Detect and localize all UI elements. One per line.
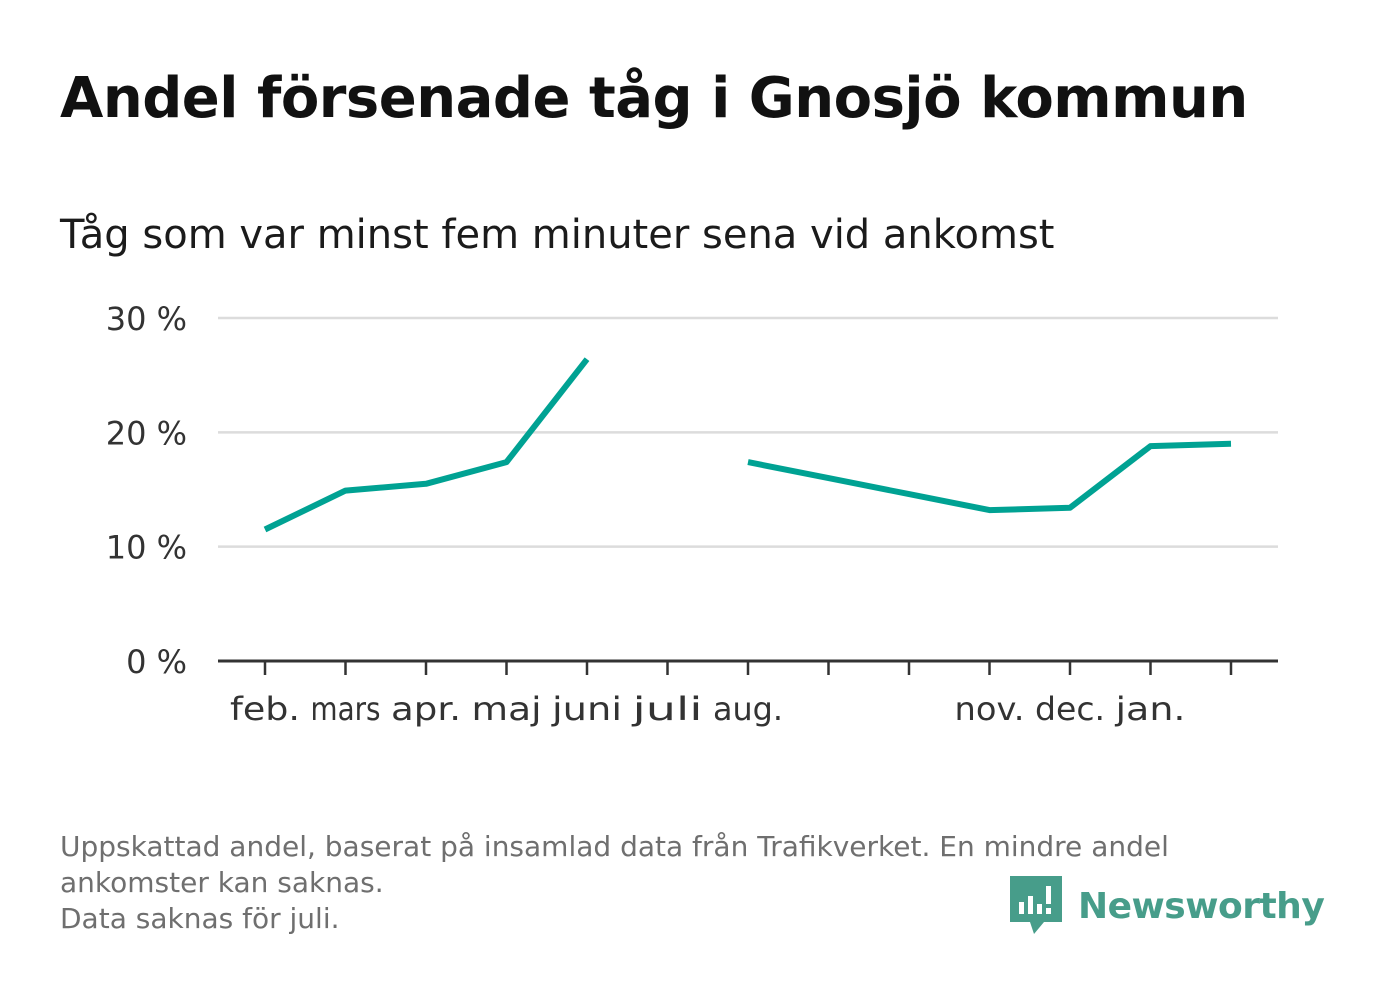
- x-tick-label: juli: [631, 690, 702, 728]
- x-axis-labels: feb. mars apr. maj juni juli aug. nov. dec. jan.: [230, 690, 1186, 728]
- series-line-segment: [263, 357, 590, 533]
- y-tick-label: 20 %: [106, 414, 187, 452]
- newsworthy-logo: Newsworthy: [1010, 876, 1325, 936]
- y-axis-labels: 0 % 10 % 20 % 30 %: [106, 300, 187, 681]
- x-axis-ticks: [263, 661, 1233, 675]
- x-tick-label: feb.: [230, 690, 300, 728]
- x-tick-label: juni: [551, 690, 622, 728]
- chart-title: Andel försenade tåg i Gnosjö kommun: [60, 66, 1248, 131]
- chart-subtitle: Tåg som var minst fem minuter sena vid a…: [60, 212, 1055, 258]
- newsworthy-chart-icon: [1010, 876, 1062, 934]
- series-lines: [263, 357, 1232, 533]
- x-tick-label: mars: [311, 690, 381, 728]
- gridlines: [218, 316, 1278, 548]
- y-tick-label: 10 %: [106, 529, 187, 567]
- y-tick-label: 0 %: [126, 643, 187, 681]
- x-tick-label: jan.: [1114, 690, 1185, 728]
- series-line-segment: [747, 440, 1232, 514]
- line-chart: 0 % 10 % 20 % 30 % feb. mars apr. maj juni juli a…: [106, 300, 1278, 728]
- x-tick-label: maj: [472, 690, 542, 728]
- footnote-line-1: Uppskattad andel, baserat på insamlad da…: [60, 830, 1169, 899]
- x-tick-label: dec.: [1035, 690, 1105, 728]
- footnote: Uppskattad andel, baserat på insamlad da…: [60, 829, 1320, 937]
- x-tick-label: nov.: [955, 690, 1025, 728]
- footnote-line-2: Data saknas för juli.: [60, 902, 340, 935]
- x-tick-label: aug.: [713, 690, 783, 728]
- brand-name: Newsworthy: [1078, 885, 1325, 927]
- x-tick-label: apr.: [391, 690, 461, 728]
- y-tick-label: 30 %: [106, 300, 187, 338]
